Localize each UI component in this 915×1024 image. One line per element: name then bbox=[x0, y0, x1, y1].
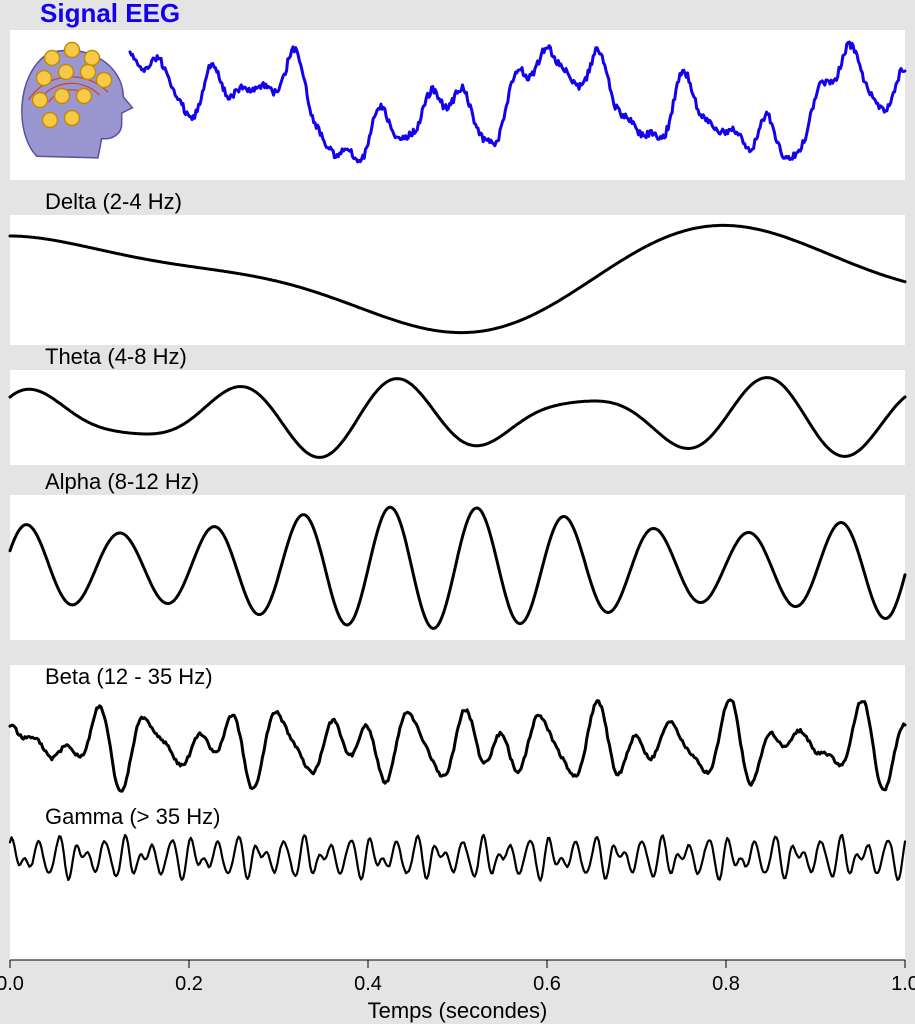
x-tick-label: 0.8 bbox=[712, 973, 740, 995]
x-tick-label: 0.4 bbox=[354, 973, 382, 995]
x-tick-label: 0.2 bbox=[175, 973, 203, 995]
label-gamma: Gamma (> 35 Hz) bbox=[45, 804, 220, 829]
x-axis-label: Temps (secondes) bbox=[368, 998, 548, 1023]
panel-theta bbox=[10, 370, 905, 465]
x-tick-label: 0.0 bbox=[0, 973, 24, 995]
panel-eeg bbox=[10, 30, 905, 180]
panel-delta bbox=[10, 215, 905, 345]
eeg-bands-figure: Signal EEG Delta (2-4 Hz) Theta (4-8 Hz) Al… bbox=[0, 0, 915, 1024]
label-beta: Beta (12 - 35 Hz) bbox=[45, 664, 213, 689]
x-tick-label: 1.0 bbox=[891, 973, 915, 995]
label-alpha: Alpha (8-12 Hz) bbox=[45, 469, 199, 494]
label-theta: Theta (4-8 Hz) bbox=[45, 344, 187, 369]
label-delta: Delta (2-4 Hz) bbox=[45, 189, 182, 214]
figure-title: Signal EEG bbox=[40, 0, 180, 28]
x-tick-label: 0.6 bbox=[533, 973, 561, 995]
